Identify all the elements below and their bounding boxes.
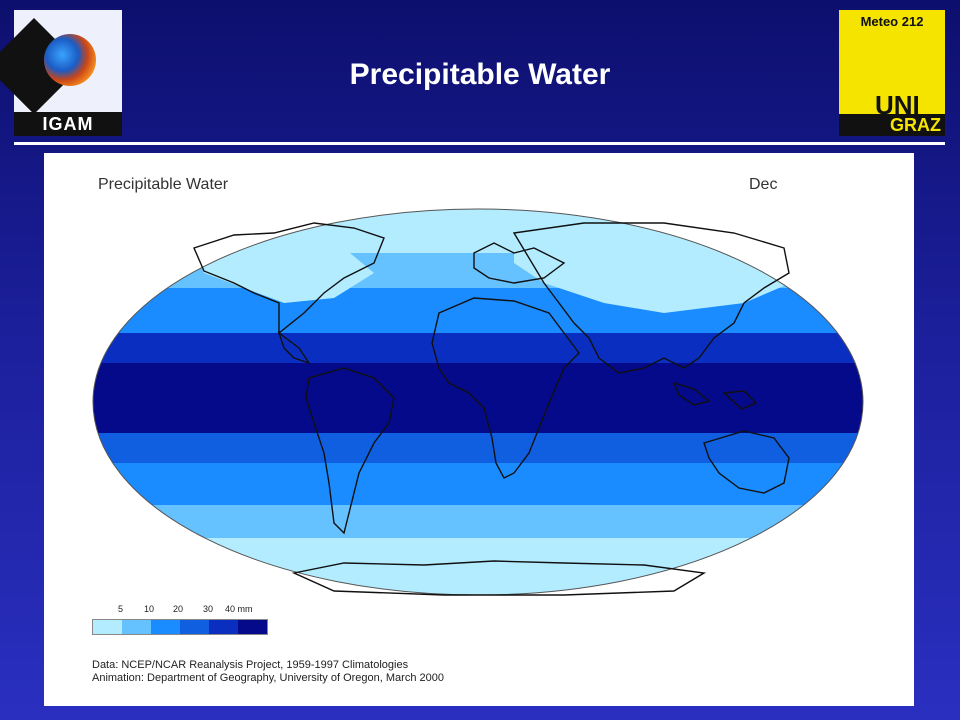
legend-swatch-1 <box>93 620 122 634</box>
legend-swatch-4 <box>180 620 209 634</box>
data-credits: Data: NCEP/NCAR Reanalysis Project, 1959… <box>92 659 444 685</box>
legend-swatch-5 <box>209 620 238 634</box>
continent-outlines <box>193 222 790 596</box>
credit-animation-line: Animation: Department of Geography, Univ… <box>92 672 444 684</box>
course-code: Meteo 212 <box>860 14 924 29</box>
legend-label-20: 20 <box>173 604 184 614</box>
graz-label: GRAZ <box>839 114 945 136</box>
precipitable-water-map: Precipitable Water Dec <box>92 176 864 596</box>
page-title: Precipitable Water <box>349 58 611 91</box>
figure-title: Precipitable Water <box>98 176 229 193</box>
uni-graz-logo: Meteo 212 UNI GRAZ <box>839 10 945 136</box>
sun-earth-globe-icon <box>44 34 96 86</box>
figure-month: Dec <box>749 176 777 193</box>
legend-swatch-3 <box>151 620 180 634</box>
igam-label: IGAM <box>14 112 122 136</box>
legend-labels: 5 10 20 30 40 mm <box>92 604 272 618</box>
map-panel: Precipitable Water Dec 5 10 20 30 40 mm … <box>44 153 914 706</box>
header-divider <box>14 142 945 145</box>
legend-color-bar <box>92 619 268 635</box>
uni-label: UNI <box>875 90 920 120</box>
legend-swatch-2 <box>122 620 151 634</box>
legend-swatch-6 <box>238 620 267 634</box>
igam-logo: IGAM <box>0 10 122 136</box>
legend-label-5: 5 <box>118 604 124 614</box>
legend-label-10: 10 <box>144 604 155 614</box>
legend-label-40mm: 40 mm <box>225 604 253 614</box>
credit-data-line: Data: NCEP/NCAR Reanalysis Project, 1959… <box>92 659 409 671</box>
legend-label-30: 30 <box>203 604 214 614</box>
